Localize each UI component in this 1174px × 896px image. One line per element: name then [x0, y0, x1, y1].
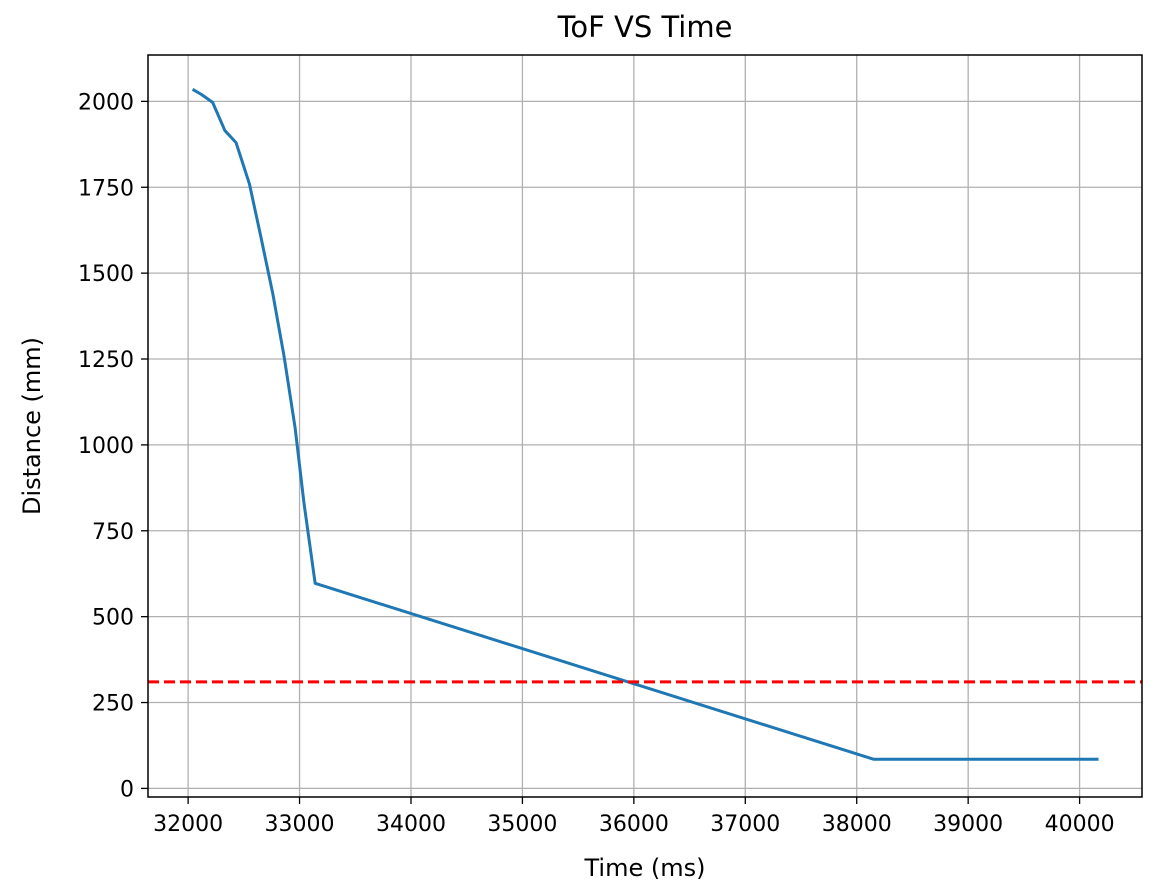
y-axis-title: Distance (mm) — [18, 337, 46, 515]
x-tick-label: 36000 — [599, 812, 669, 837]
distance-series-line — [191, 88, 1099, 761]
y-tick-label: 250 — [92, 692, 134, 717]
series-layer — [148, 88, 1142, 761]
y-axis: 0 250 500 750 1000 1250 1500 1750 2000 — [78, 90, 148, 802]
y-tick-label: 1000 — [78, 434, 134, 459]
y-tick-label: 500 — [92, 606, 134, 631]
x-tick-label: 35000 — [487, 812, 557, 837]
x-axis-title: Time (ms) — [584, 854, 706, 882]
y-tick-label: 2000 — [78, 90, 134, 115]
x-tick-label: 33000 — [265, 812, 335, 837]
y-tick-label: 1500 — [78, 262, 134, 287]
x-tick-label: 38000 — [822, 812, 892, 837]
chart-title: ToF VS Time — [557, 10, 733, 44]
x-tick-label: 32000 — [153, 812, 223, 837]
y-tick-label: 1250 — [78, 348, 134, 373]
y-tick-label: 0 — [120, 777, 134, 802]
x-tick-label: 34000 — [376, 812, 446, 837]
x-tick-label: 37000 — [710, 812, 780, 837]
x-axis: 32000 33000 34000 35000 36000 37000 38000 39000… — [153, 797, 1115, 837]
plot-frame — [147, 54, 1143, 798]
grid — [148, 55, 1142, 797]
y-tick-label: 1750 — [78, 176, 134, 201]
x-tick-label: 40000 — [1045, 812, 1115, 837]
y-tick-label: 750 — [92, 520, 134, 545]
x-tick-label: 39000 — [933, 812, 1003, 837]
